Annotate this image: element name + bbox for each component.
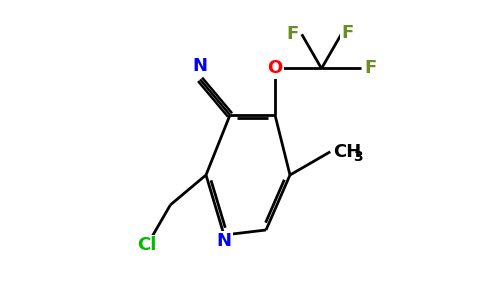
Text: F: F	[341, 24, 353, 42]
Text: N: N	[216, 232, 231, 250]
Text: 3: 3	[353, 150, 363, 164]
Text: F: F	[364, 59, 376, 77]
Text: Cl: Cl	[137, 236, 157, 254]
Text: N: N	[193, 57, 208, 75]
Text: F: F	[287, 25, 299, 43]
Text: O: O	[267, 59, 283, 77]
Text: CH: CH	[333, 143, 362, 161]
